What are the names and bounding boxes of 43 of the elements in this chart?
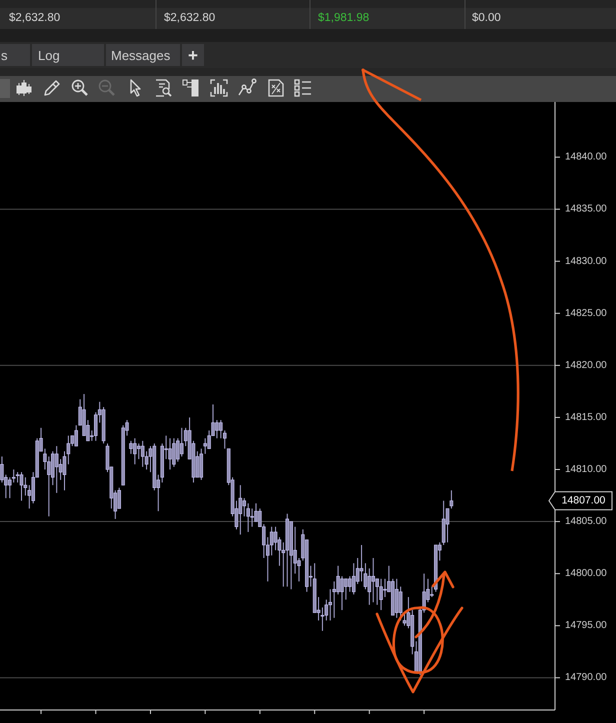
y-tick-label: 14795.00 (565, 620, 608, 632)
text: $1,981.98 (318, 12, 370, 24)
candlestick (74, 424, 78, 447)
text: Log (38, 48, 60, 62)
y-tick-label: 14790.00 (565, 672, 608, 684)
candlestick (215, 420, 219, 439)
candlestick (238, 484, 242, 536)
text: + (188, 46, 198, 64)
candlestick (137, 442, 140, 460)
candlestick (140, 440, 144, 468)
text: $0.00 (472, 12, 501, 24)
y-tick-label: 14800.00 (565, 568, 608, 580)
y-tick-label: 14825.00 (565, 308, 608, 319)
candlestick (344, 578, 348, 600)
y-tick-label: 14835.00 (565, 204, 608, 215)
text: $2,632.80 (9, 12, 60, 24)
candlestick (394, 578, 398, 618)
candlestick (383, 578, 387, 598)
candlestick (270, 526, 274, 556)
candlestick (168, 438, 172, 470)
y-tick-label: 14840.00 (565, 152, 608, 163)
text: 14807.00 (562, 494, 606, 507)
y-tick-label: 14830.00 (565, 256, 608, 267)
y-tick-label: 14815.00 (565, 412, 608, 423)
candlestick (379, 578, 383, 611)
candlestick (172, 438, 176, 468)
candlestick (20, 472, 24, 502)
text: Messages (111, 48, 171, 62)
candlestick (340, 576, 344, 611)
candlestick (129, 440, 133, 454)
candlestick (180, 427, 184, 457)
candlestick (250, 508, 254, 528)
text: s (1, 48, 8, 62)
text: $2,632.80 (164, 12, 216, 24)
candlestick (16, 472, 20, 484)
candlestick (348, 576, 352, 592)
candlestick (133, 438, 137, 465)
y-tick-label: 14820.00 (565, 360, 608, 371)
candlestick (54, 446, 58, 494)
y-tick-label: 14810.00 (565, 464, 608, 476)
candlestick (372, 558, 376, 603)
candlestick (398, 586, 402, 621)
y-tick-label: 14805.00 (565, 516, 608, 528)
